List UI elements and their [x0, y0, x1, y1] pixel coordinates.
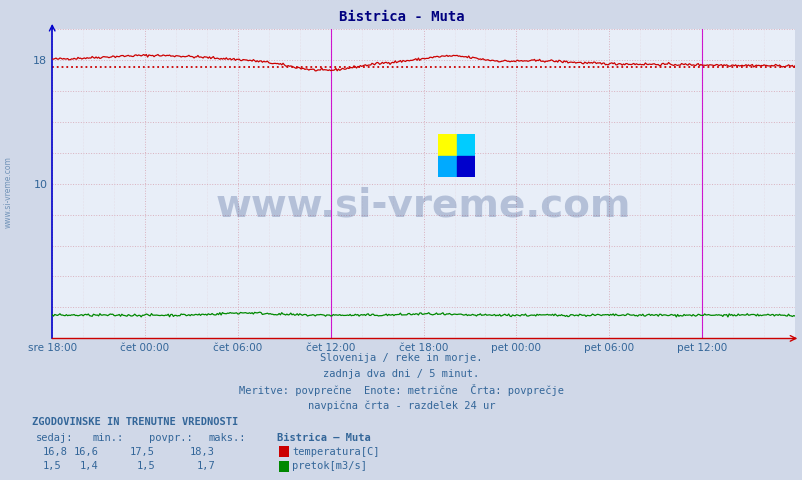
Bar: [456, 134, 474, 156]
Text: 1,5: 1,5: [136, 461, 155, 471]
Text: 1,7: 1,7: [196, 461, 215, 471]
Text: 1,4: 1,4: [80, 461, 99, 471]
Text: Slovenija / reke in morje.: Slovenija / reke in morje.: [320, 353, 482, 363]
Text: Bistrica – Muta: Bistrica – Muta: [277, 432, 371, 443]
Bar: [438, 156, 456, 178]
Text: Bistrica - Muta: Bistrica - Muta: [338, 10, 464, 24]
Text: 16,8: 16,8: [43, 446, 67, 456]
Text: pretok[m3/s]: pretok[m3/s]: [292, 461, 367, 471]
Text: maks.:: maks.:: [209, 432, 246, 443]
Bar: [456, 156, 474, 178]
Text: povpr.:: povpr.:: [148, 432, 192, 443]
Text: Meritve: povprečne  Enote: metrične  Črta: povprečje: Meritve: povprečne Enote: metrične Črta:…: [239, 384, 563, 396]
Text: min.:: min.:: [92, 432, 124, 443]
Text: 18,3: 18,3: [190, 446, 215, 456]
Text: www.si-vreme.com: www.si-vreme.com: [216, 186, 630, 224]
Text: 1,5: 1,5: [43, 461, 61, 471]
Text: 17,5: 17,5: [130, 446, 155, 456]
Text: navpična črta - razdelek 24 ur: navpična črta - razdelek 24 ur: [307, 400, 495, 411]
Text: zadnja dva dni / 5 minut.: zadnja dva dni / 5 minut.: [323, 369, 479, 379]
Text: 16,6: 16,6: [74, 446, 99, 456]
Text: ZGODOVINSKE IN TRENUTNE VREDNOSTI: ZGODOVINSKE IN TRENUTNE VREDNOSTI: [32, 417, 238, 427]
Text: sedaj:: sedaj:: [36, 432, 74, 443]
Bar: [438, 134, 456, 156]
Text: www.si-vreme.com: www.si-vreme.com: [3, 156, 13, 228]
Text: temperatura[C]: temperatura[C]: [292, 446, 379, 456]
